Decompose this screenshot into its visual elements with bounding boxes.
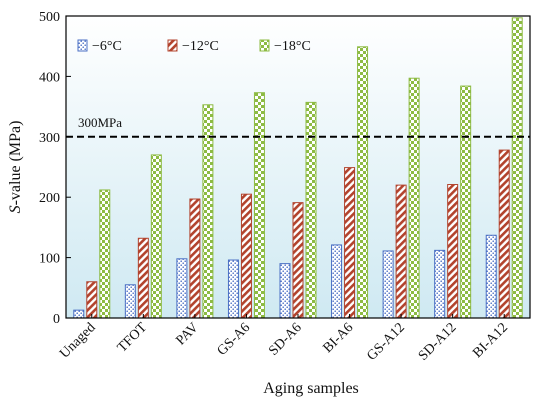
bar-minus-6c-gs-a12 xyxy=(382,250,394,319)
legend-swatch-minus-12c xyxy=(167,39,178,52)
bar-minus-18c-tfot xyxy=(150,154,162,319)
y-axis-title-rest: -value (MPa) xyxy=(7,121,24,206)
x-category-label: GS-A6 xyxy=(215,320,254,359)
bar-minus-12c-sd-a12 xyxy=(447,184,459,319)
legend-label-minus-6c: −6°C xyxy=(92,39,122,54)
bar-minus-18c-bi-a12 xyxy=(511,17,523,319)
legend: −6°C −12°C −18°C xyxy=(77,39,311,54)
y-tick-label: 0 xyxy=(53,312,60,327)
reference-line-label: 300MPa xyxy=(78,115,122,130)
bar-minus-6c-pav xyxy=(176,258,188,319)
x-category-label: Unaged xyxy=(57,320,98,361)
bar-minus-18c-gs-a6 xyxy=(253,92,265,319)
bar-minus-6c-sd-a12 xyxy=(434,249,446,319)
bar-minus-6c-sd-a6 xyxy=(279,263,291,319)
x-category-label: PAV xyxy=(173,320,201,348)
bar-minus-6c-gs-a6 xyxy=(227,259,239,319)
y-tick-label: 400 xyxy=(39,70,60,85)
y-tick-label: 300 xyxy=(39,131,60,146)
x-category-label: SD-A6 xyxy=(266,320,305,359)
bar-minus-12c-sd-a6 xyxy=(292,202,304,319)
bar-minus-12c-tfot xyxy=(137,237,149,319)
legend-label-minus-18c: −18°C xyxy=(274,39,311,54)
bar-minus-18c-sd-a12 xyxy=(460,85,472,319)
y-axis-title: S-value (MPa) xyxy=(7,121,24,214)
legend-swatch-minus-6c xyxy=(77,39,88,52)
x-category-label: TFOT xyxy=(115,320,151,356)
x-category-label: BI-A12 xyxy=(470,320,511,361)
bar-minus-12c-pav xyxy=(189,198,201,319)
y-tick-label: 500 xyxy=(39,10,60,25)
y-axis-title-italic: S xyxy=(7,205,24,213)
bar-minus-12c-gs-a12 xyxy=(395,184,407,319)
legend-label-minus-12c: −12°C xyxy=(182,39,219,54)
bar-minus-18c-sd-a6 xyxy=(305,101,317,319)
bar-minus-18c-bi-a6 xyxy=(357,46,369,319)
bar-minus-18c-unaged xyxy=(99,189,111,319)
bar-minus-12c-gs-a6 xyxy=(240,193,252,319)
bar-minus-6c-bi-a12 xyxy=(485,234,497,319)
bar-minus-6c-unaged xyxy=(73,309,85,319)
legend-swatch-minus-18c xyxy=(259,39,270,52)
x-category-label: BI-A6 xyxy=(320,320,356,356)
bar-minus-12c-bi-a12 xyxy=(498,149,510,319)
bar-minus-12c-unaged xyxy=(86,281,98,319)
x-axis-title: Aging samples xyxy=(263,380,359,397)
bar-minus-6c-bi-a6 xyxy=(331,244,343,319)
bar-minus-12c-bi-a6 xyxy=(344,167,356,319)
y-tick-label: 200 xyxy=(39,191,60,206)
y-tick-label: 100 xyxy=(39,252,60,267)
bar-minus-6c-tfot xyxy=(124,284,136,319)
bar-minus-18c-gs-a12 xyxy=(408,77,420,319)
x-category-label: SD-A12 xyxy=(416,320,460,364)
x-category-label: GS-A12 xyxy=(364,320,408,364)
